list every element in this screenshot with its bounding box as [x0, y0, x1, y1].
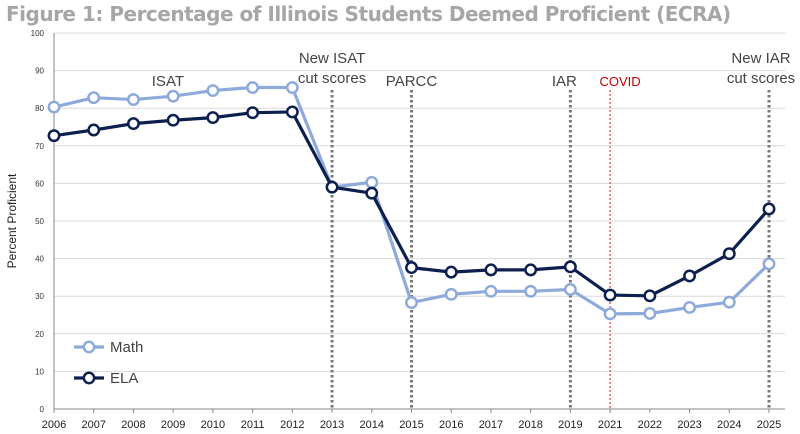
legend-label: Math: [110, 339, 143, 356]
data-point-ela: [47, 129, 61, 143]
annotation-label: ISAT: [152, 73, 184, 90]
data-point-ela: [285, 105, 299, 119]
x-tick-label: 2006: [42, 419, 66, 431]
data-point-math: [126, 93, 140, 107]
data-point-math: [285, 81, 299, 94]
x-tick-label: 2007: [81, 419, 105, 431]
annotation-label: COVID: [600, 74, 641, 89]
data-point-ela: [683, 269, 697, 283]
y-tick-label: 80: [35, 104, 44, 113]
x-tick-label: 2008: [121, 419, 145, 431]
data-point-ela: [246, 106, 260, 120]
legend-label: ELA: [110, 370, 138, 387]
y-tick-label: 50: [35, 217, 44, 226]
data-point-ela: [524, 263, 538, 277]
chart-title: Figure 1: Percentage of Illinois Student…: [6, 2, 731, 26]
data-point-ela: [563, 260, 577, 274]
y-tick-label: 60: [35, 179, 44, 188]
data-point-math: [87, 91, 101, 105]
y-tick-label: 100: [31, 29, 45, 38]
legend-marker: [82, 371, 96, 385]
y-axis-label: Percent Proficient: [5, 173, 19, 268]
x-tick-label: 2019: [558, 419, 582, 431]
x-tick-label: 2014: [360, 419, 384, 431]
data-point-ela: [87, 123, 101, 137]
x-tick-label: 2021: [598, 419, 622, 431]
x-tick-label: 2011: [241, 419, 265, 431]
data-point-ela: [325, 180, 339, 194]
y-tick-label: 90: [35, 67, 44, 76]
data-point-math: [47, 100, 61, 114]
annotation-label: IAR: [552, 73, 577, 90]
data-point-ela: [206, 111, 220, 125]
annotation-label: New ISAT: [299, 50, 365, 67]
x-tick-label: 2015: [399, 419, 423, 431]
data-point-ela: [126, 117, 140, 131]
data-point-math: [762, 257, 776, 271]
data-point-math: [405, 296, 418, 310]
y-tick-label: 10: [35, 367, 44, 376]
data-point-math: [722, 295, 736, 309]
annotation-label: PARCC: [386, 73, 438, 90]
data-point-ela: [166, 113, 180, 127]
data-point-math: [683, 301, 697, 314]
data-point-ela: [643, 289, 657, 303]
data-point-ela: [405, 261, 418, 275]
x-tick-label: 2012: [280, 419, 304, 431]
data-point-ela: [444, 265, 458, 279]
x-tick-label: 2013: [320, 419, 344, 431]
data-point-math: [524, 284, 538, 298]
data-point-math: [166, 89, 180, 103]
y-tick-label: 40: [35, 255, 44, 264]
x-tick-label: 2023: [677, 419, 701, 431]
x-tick-label: 2010: [201, 419, 225, 431]
data-point-math: [365, 175, 379, 189]
data-point-math: [484, 284, 498, 298]
data-point-math: [444, 287, 458, 301]
y-tick-label: 0: [40, 405, 45, 414]
data-point-ela: [365, 186, 379, 200]
x-tick-label: 2024: [717, 419, 741, 431]
legend-marker: [82, 340, 96, 354]
data-point-math: [246, 81, 260, 94]
data-point-math: [206, 84, 220, 97]
data-point-ela: [722, 247, 736, 261]
y-tick-label: 30: [35, 292, 44, 301]
annotation-label: cut scores: [727, 70, 795, 87]
y-tick-label: 70: [35, 142, 44, 151]
data-point-math: [563, 282, 577, 296]
x-tick-label: 2025: [757, 419, 781, 431]
x-tick-label: 2022: [638, 419, 662, 431]
y-tick-label: 20: [35, 330, 44, 339]
annotation-label: New IAR: [731, 50, 790, 67]
data-point-ela: [762, 202, 776, 216]
data-point-ela: [603, 288, 617, 302]
data-point-ela: [484, 263, 498, 277]
data-point-math: [643, 307, 657, 320]
x-tick-label: 2018: [518, 419, 542, 431]
x-tick-label: 2009: [161, 419, 185, 431]
x-tick-label: 2016: [439, 419, 463, 431]
data-point-math: [603, 307, 617, 321]
x-tick-label: 2017: [479, 419, 503, 431]
annotation-label: cut scores: [298, 70, 366, 87]
